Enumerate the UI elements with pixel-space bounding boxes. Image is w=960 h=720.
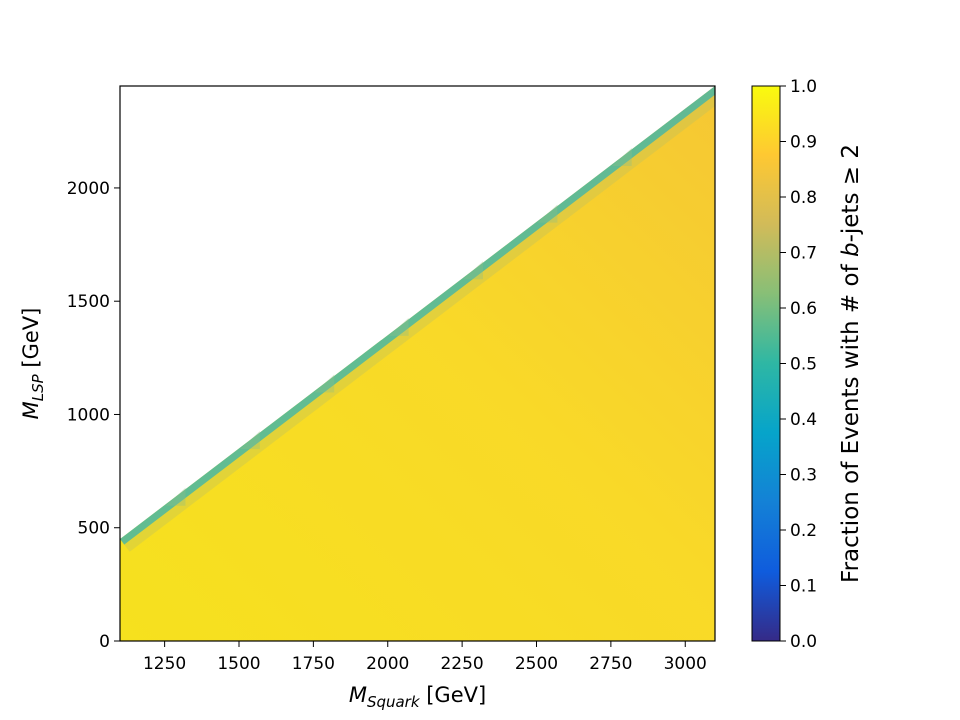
colorbar-tick-label: 0.5 bbox=[790, 355, 817, 375]
colorbar-tick-label: 1.0 bbox=[790, 77, 817, 97]
y-tick-label: 1000 bbox=[67, 405, 110, 425]
boundary-step bbox=[463, 261, 483, 280]
y-tick-label: 1500 bbox=[67, 292, 110, 312]
x-tick-label: 1500 bbox=[217, 654, 260, 674]
boundary-band bbox=[124, 94, 715, 552]
x-tick-label: 1250 bbox=[143, 654, 186, 674]
x-tick-label: 2750 bbox=[589, 654, 632, 674]
colorbar-tick-label: 0.6 bbox=[790, 299, 817, 319]
boundary-edge bbox=[120, 86, 715, 545]
colorbar-tick-label: 0.3 bbox=[790, 466, 817, 486]
colorbar-tick-label: 0.4 bbox=[790, 410, 817, 430]
x-tick-label: 1750 bbox=[292, 654, 335, 674]
x-tick-label: 3000 bbox=[664, 654, 707, 674]
axes: 1250 1500 1750 2000 2250 2500 2750 3000 0 500 1000… bbox=[19, 85, 716, 711]
colorbar: 0.0 0.1 0.2 0.3 0.4 0.5 0.6 0.7 0.8 0.9 1.0 Fractio… bbox=[751, 77, 864, 652]
boundary-step bbox=[165, 487, 186, 506]
colorbar-tick-label: 0.2 bbox=[790, 521, 817, 541]
colorbar-tick-label: 0.9 bbox=[790, 133, 817, 153]
colorbar-gradient bbox=[752, 86, 780, 641]
y-tick-label: 0 bbox=[99, 632, 110, 652]
colorbar-tick-label: 0.8 bbox=[790, 188, 817, 208]
colorbar-tick-label: 0.0 bbox=[790, 632, 817, 652]
boundary-step bbox=[239, 431, 260, 450]
heatmap-region bbox=[120, 86, 715, 641]
heatmap-plot-area bbox=[120, 86, 715, 641]
x-tick-label: 2000 bbox=[366, 654, 409, 674]
y-axis-label: MLSP [GeV] bbox=[19, 308, 47, 420]
boundary-step bbox=[388, 317, 409, 336]
boundary-step bbox=[537, 204, 558, 223]
x-tick-label: 2500 bbox=[515, 654, 558, 674]
colorbar-tick-label: 0.7 bbox=[790, 244, 817, 264]
colorbar-tick-label: 0.1 bbox=[790, 577, 817, 597]
boundary-step bbox=[611, 147, 632, 166]
y-tick-label: 500 bbox=[78, 519, 110, 539]
colorbar-label: Fraction of Events with # of b-jets ≥ 2 bbox=[838, 144, 864, 583]
x-tick-label: 2250 bbox=[440, 654, 483, 674]
y-tick-label: 2000 bbox=[67, 179, 110, 199]
x-axis-label: MSquark [GeV] bbox=[349, 683, 486, 711]
boundary-step bbox=[314, 374, 335, 393]
plot-frame bbox=[119, 85, 716, 642]
